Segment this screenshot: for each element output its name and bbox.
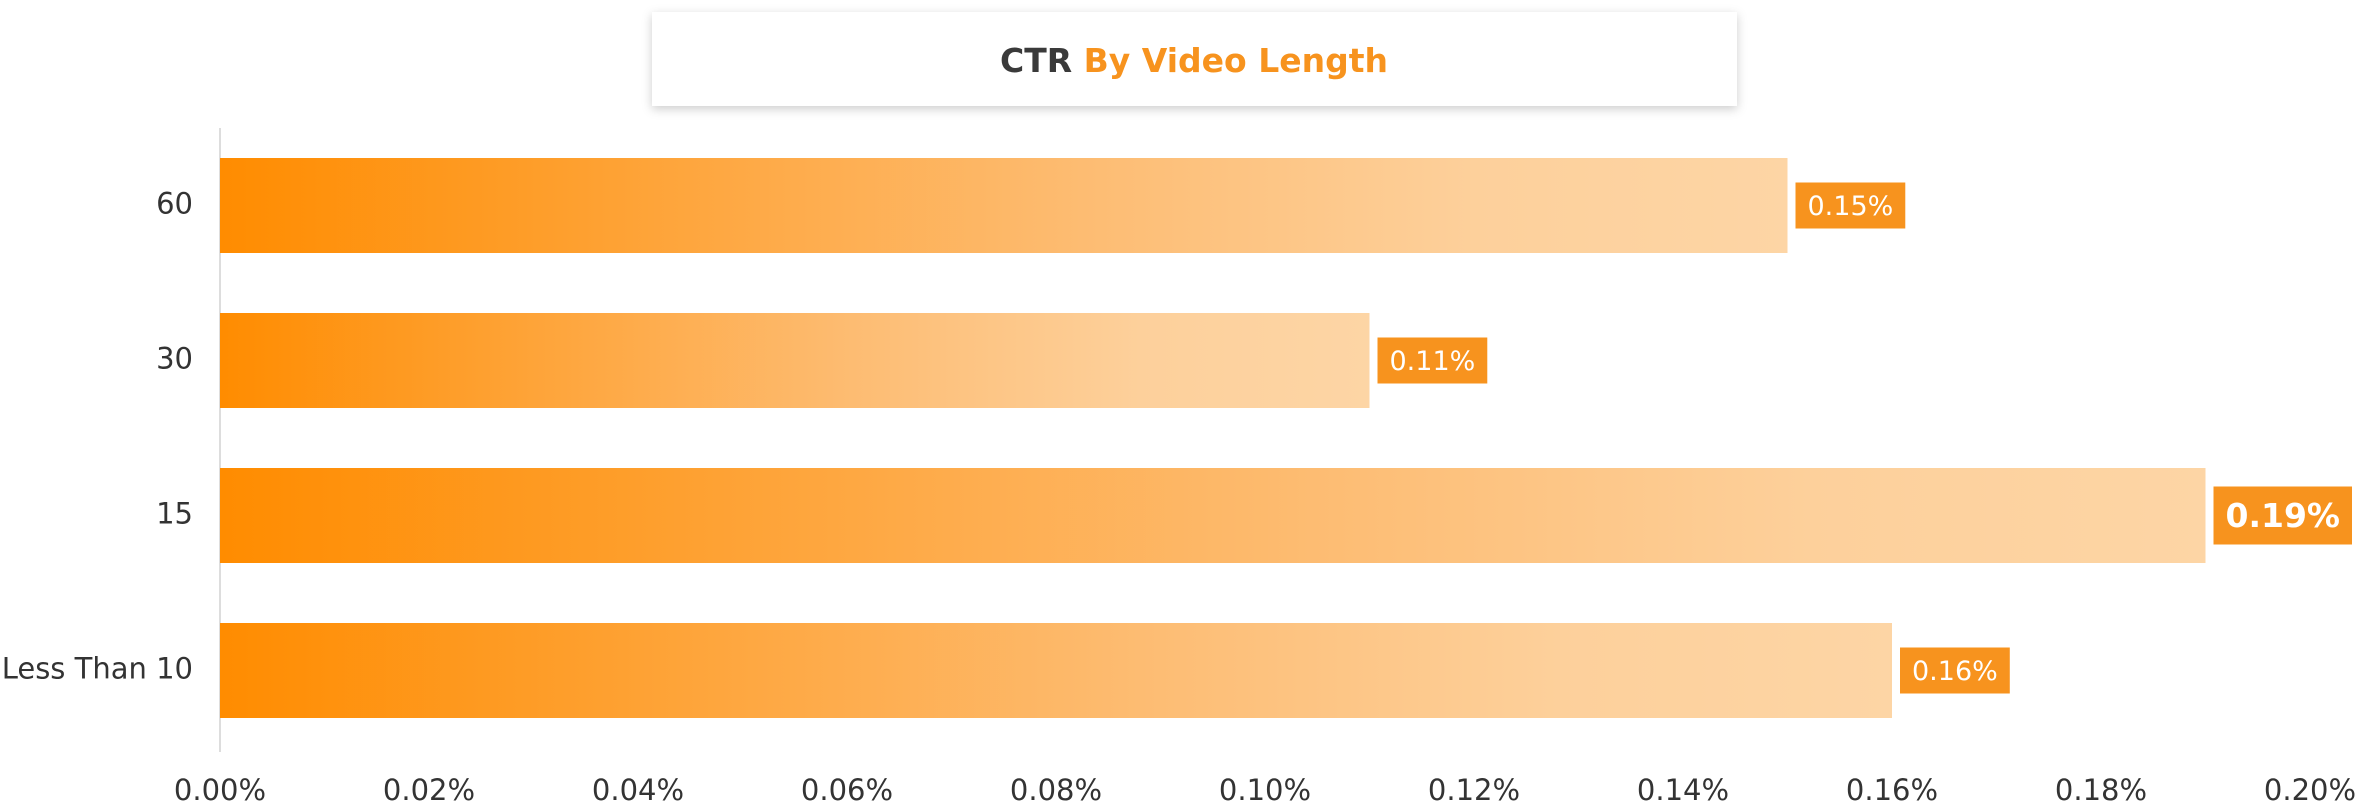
y-tick-label: 30 [156,342,193,376]
y-tick-label: Less Than 10 [2,652,193,686]
x-tick-label: 0.00% [174,773,266,807]
data-label-box [1795,182,1906,229]
title-part: By Video Length [1084,41,1388,80]
data-label-box [1900,647,2010,694]
x-tick-label: 0.12% [1428,773,1520,807]
title-part: CTR [1000,41,1072,80]
x-tick-label: 0.16% [1846,773,1938,807]
x-tick-label: 0.18% [2055,773,2147,807]
y-tick-label: 15 [156,497,193,531]
data-label-box [2213,486,2352,545]
data-label: 0.16% [1912,656,1998,687]
bar [220,313,1370,408]
data-label: 0.11% [1390,346,1476,377]
x-tick-label: 0.04% [592,773,684,807]
bar [220,623,1892,718]
x-tick-label: 0.08% [1010,773,1102,807]
chart-title: CTR By Video Length [1000,41,1388,80]
data-label: 0.19% [2226,496,2341,535]
data-label-box [1377,337,1488,384]
x-tick-label: 0.10% [1219,773,1311,807]
title-box [652,12,1737,106]
y-tick-label: 60 [156,187,193,221]
bar [220,468,2206,563]
data-label: 0.15% [1808,191,1894,222]
x-tick-label: 0.20% [2264,773,2356,807]
x-tick-label: 0.02% [383,773,475,807]
bar [220,158,1788,253]
x-tick-label: 0.06% [801,773,893,807]
x-tick-label: 0.14% [1637,773,1729,807]
